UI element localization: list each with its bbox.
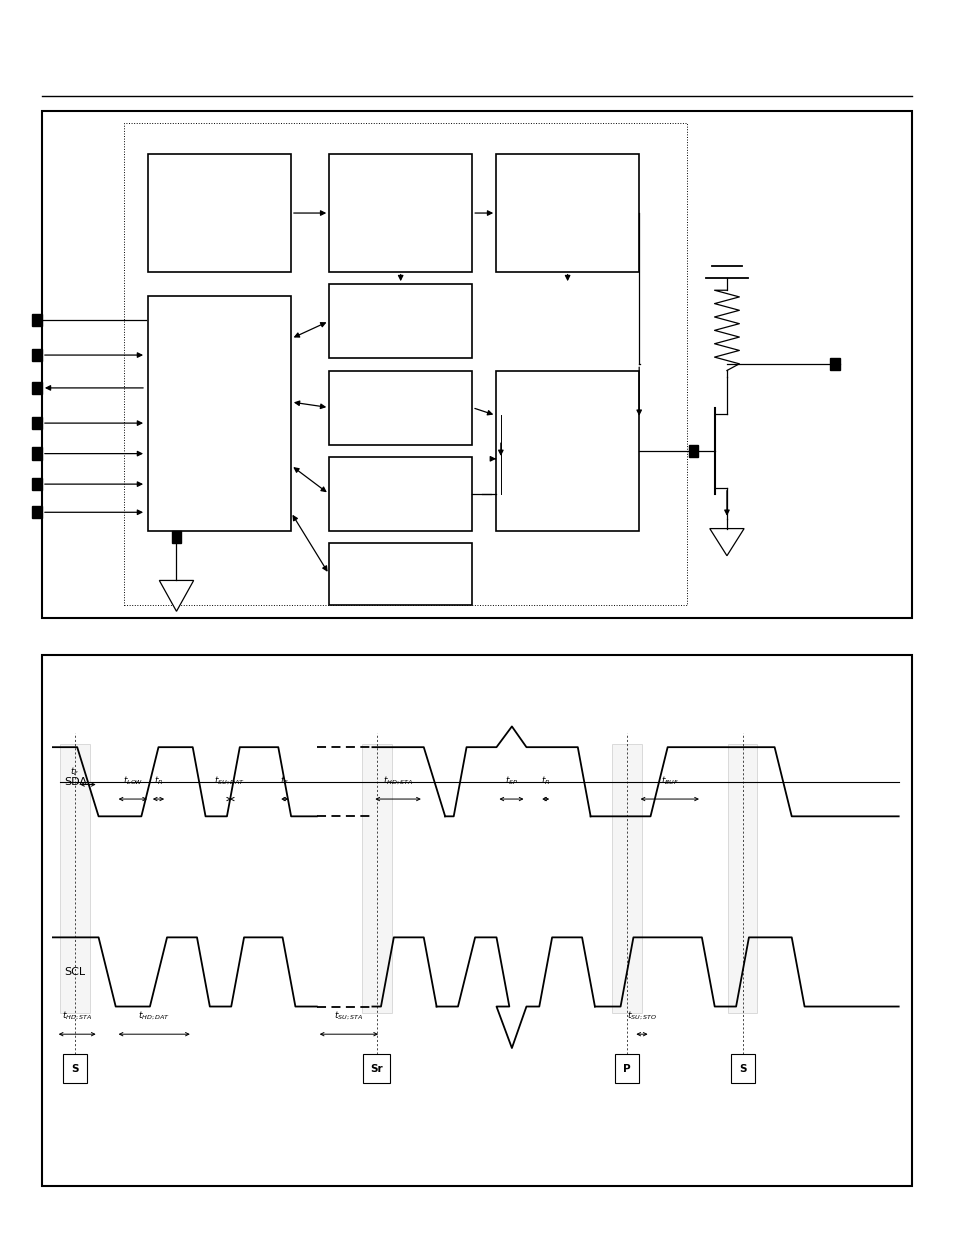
Text: $t_F$: $t_F$ [70, 766, 79, 778]
Bar [32, 382, 42, 394]
Text: $t_{HD;STA}$: $t_{HD;STA}$ [62, 1010, 92, 1023]
Bar [32, 447, 42, 459]
Bar [32, 478, 42, 490]
Bar [148, 296, 291, 531]
Text: SDA: SDA [64, 777, 88, 787]
Bar [612, 743, 641, 1014]
Text: $t_F$: $t_F$ [280, 774, 289, 787]
Bar [329, 284, 472, 358]
Bar [63, 1055, 87, 1083]
Text: $t_{HD;STA}$: $t_{HD;STA}$ [382, 774, 413, 787]
Text: $t_{BUF}$: $t_{BUF}$ [660, 774, 679, 787]
Bar [329, 457, 472, 531]
Text: $t_R$: $t_R$ [153, 774, 163, 787]
Bar [615, 1055, 639, 1083]
Bar [32, 506, 42, 519]
Bar [148, 154, 291, 272]
Bar [329, 370, 472, 445]
Text: $t_{SU;STO}$: $t_{SU;STO}$ [626, 1010, 657, 1023]
Bar [363, 1055, 390, 1083]
Text: S: S [738, 1063, 745, 1073]
Bar [496, 370, 639, 531]
Bar [730, 1055, 754, 1083]
Bar [329, 154, 472, 272]
Text: $t_{HD;DAT}$: $t_{HD;DAT}$ [138, 1010, 170, 1023]
Bar [829, 358, 839, 370]
Bar [172, 531, 181, 543]
Bar [124, 124, 686, 605]
Bar [329, 543, 472, 605]
Bar [32, 417, 42, 430]
Polygon shape [709, 529, 743, 556]
Bar [361, 743, 392, 1014]
Bar [32, 314, 42, 326]
Bar [727, 743, 757, 1014]
Bar [32, 350, 42, 362]
Text: $t_{SU;STA}$: $t_{SU;STA}$ [334, 1010, 363, 1023]
Bar [42, 111, 911, 618]
Bar [496, 154, 639, 272]
Text: $t_R$: $t_R$ [540, 774, 550, 787]
Text: $t_{SU;DAT}$: $t_{SU;DAT}$ [213, 774, 244, 787]
Text: P: P [622, 1063, 630, 1073]
Bar [688, 445, 698, 457]
Text: $t_{SP}$: $t_{SP}$ [504, 774, 517, 787]
Polygon shape [159, 580, 193, 611]
Text: Sr: Sr [370, 1063, 382, 1073]
Text: SCL: SCL [64, 967, 86, 977]
Text: $t_{LOW}$: $t_{LOW}$ [122, 774, 143, 787]
Bar [60, 743, 90, 1014]
Bar [42, 655, 911, 1186]
Text: S: S [71, 1063, 79, 1073]
